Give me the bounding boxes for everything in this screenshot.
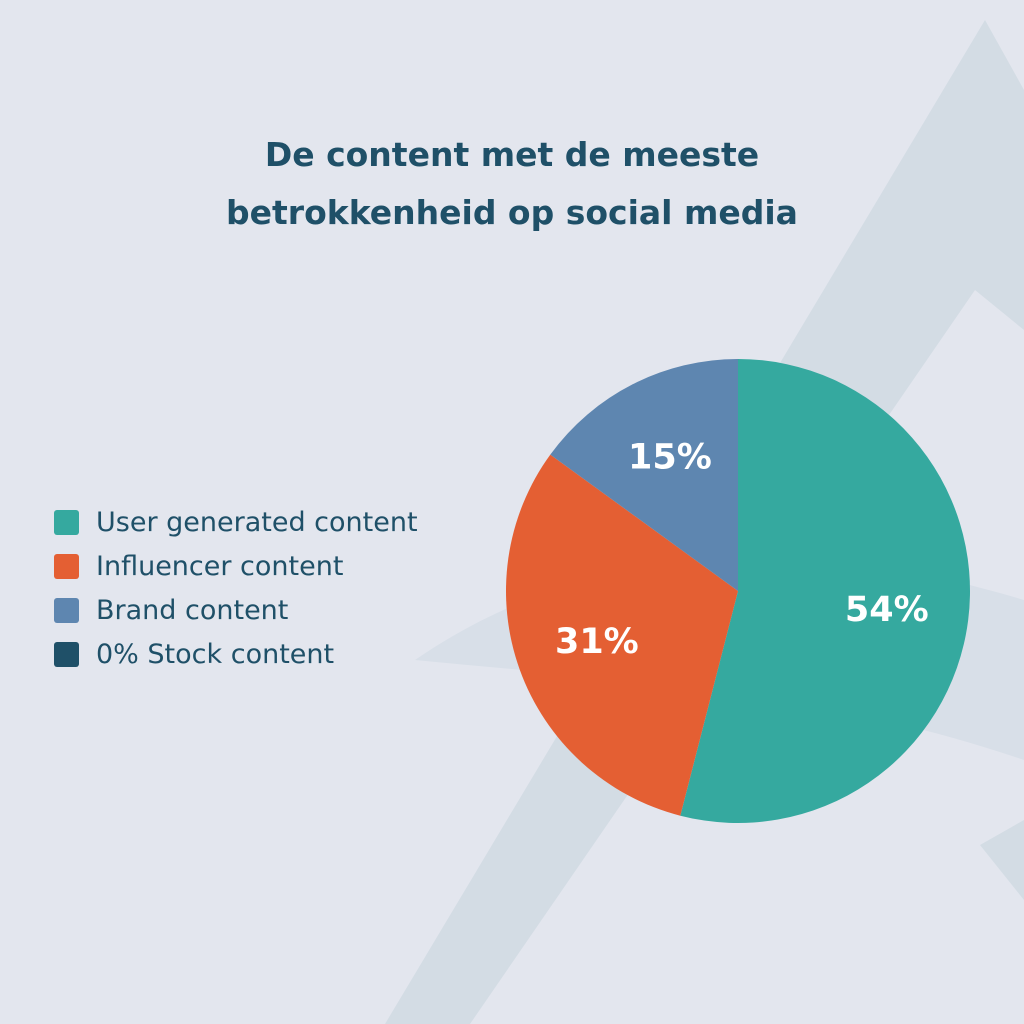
- legend-swatch-user-generated-content: [54, 509, 79, 535]
- pie-slice-label-user-generated-content: 54%: [845, 590, 929, 630]
- legend-item-influencer-content: Influencer content: [54, 544, 418, 588]
- chart-title-line-2: betrokkenheid op social media: [226, 193, 798, 232]
- chart-title-line-1: De content met de meeste: [264, 135, 760, 174]
- pie-slice-influencer-content: [506, 454, 738, 816]
- legend-item-user-generated-content: User generated content: [54, 500, 418, 544]
- legend-label-influencer-content: Influencer content: [96, 550, 344, 582]
- pie-chart: 54% 31% 15%: [506, 359, 971, 823]
- legend-item-stock-content: 0% Stock content: [54, 632, 418, 676]
- pie-slice-user-generated-content: [680, 359, 971, 823]
- legend-swatch-stock-content: [54, 641, 79, 667]
- legend-item-brand-content: Brand content: [54, 588, 418, 632]
- legend-label-user-generated-content: User generated content: [96, 506, 418, 538]
- pie-slice-label-influencer-content: 31%: [555, 622, 639, 662]
- legend-swatch-brand-content: [54, 597, 79, 623]
- chart-title: De content met de meeste betrokkenheid o…: [0, 126, 1024, 242]
- pie-slice-brand-content: [550, 359, 738, 591]
- chart-legend: User generated content Influencer conten…: [54, 500, 418, 676]
- pie-slice-label-brand-content: 15%: [628, 437, 712, 477]
- legend-swatch-influencer-content: [54, 553, 79, 579]
- legend-label-brand-content: Brand content: [96, 594, 289, 626]
- legend-label-stock-content: 0% Stock content: [96, 638, 335, 670]
- background-logo-right-stroke: [980, 820, 1024, 900]
